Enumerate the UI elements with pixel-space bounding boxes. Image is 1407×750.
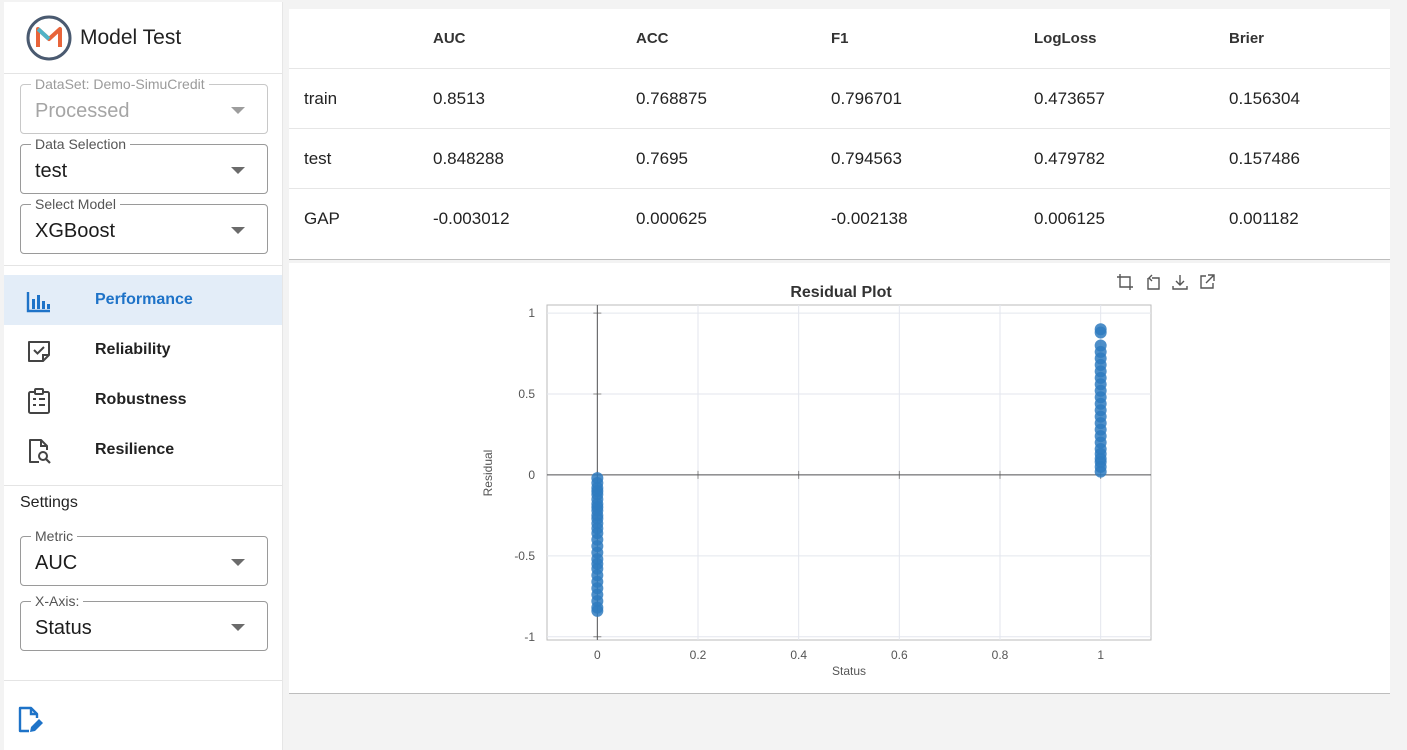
model-select[interactable]: Select Model XGBoost [20, 196, 268, 254]
plot-frame [546, 304, 1152, 641]
model-select-label: Select Model [31, 196, 120, 212]
y-tick-label: -0.5 [514, 549, 535, 563]
zoom-icon[interactable] [1116, 273, 1134, 291]
y-tick-label: -1 [524, 630, 535, 644]
table-cell: 0.848288 [433, 149, 504, 168]
nav-item-label: Reliability [95, 341, 171, 358]
table-row: test 0.848288 0.7695 0.794563 0.479782 0… [289, 129, 1390, 189]
y-axis-label: Residual [481, 450, 495, 497]
divider [4, 265, 282, 266]
y-tick-label: 1 [528, 306, 535, 320]
table-header-cell: Brier [1229, 30, 1265, 47]
metrics-table: AUC ACC F1 LogLoss Brier train 0.8513 0.… [289, 9, 1390, 260]
xaxis-select-value: Status [35, 617, 92, 639]
table-cell: 0.000625 [636, 209, 707, 228]
table-cell: train [304, 89, 338, 108]
table-header-cell: LogLoss [1034, 30, 1097, 47]
table-cell: 0.001182 [1229, 209, 1299, 228]
x-tick-label: 0.2 [690, 648, 707, 662]
data-selection-label: Data Selection [31, 136, 131, 152]
x-tick-label: 0.4 [790, 648, 807, 662]
table-cell: -0.003012 [433, 209, 510, 228]
sidebar: Model Test DataSet: Demo-SimuCredit Proc… [4, 2, 283, 750]
clipboard-list-icon [28, 388, 50, 414]
divider [4, 485, 282, 486]
app-logo-icon [26, 15, 72, 60]
divider [4, 680, 282, 681]
open-external-icon[interactable] [1198, 273, 1216, 291]
nav-item-label: Resilience [95, 441, 175, 458]
table-header-cell: AUC [433, 30, 466, 47]
data-selection-select[interactable]: Data Selection test [20, 136, 268, 194]
xaxis-select-label: X-Axis: [31, 593, 84, 609]
app-title: Model Test [80, 25, 182, 49]
scatter-point [1094, 323, 1107, 336]
table-header-row: AUC ACC F1 LogLoss Brier [289, 9, 1390, 69]
table-header-cell: F1 [831, 30, 849, 47]
table-cell: 0.473657 [1034, 89, 1105, 108]
table-row: train 0.8513 0.768875 0.796701 0.473657 … [289, 69, 1390, 129]
y-tick-label: 0.5 [518, 387, 535, 401]
table-cell: 0.768875 [636, 89, 707, 108]
metric-select[interactable]: Metric AUC [20, 528, 268, 586]
table-cell: test [304, 149, 332, 168]
settings-heading: Settings [20, 494, 78, 511]
chevron-down-icon[interactable] [231, 227, 245, 234]
dataset-select-label: DataSet: Demo-SimuCredit [31, 76, 209, 92]
brand-header: Model Test [4, 2, 282, 74]
download-icon[interactable] [1171, 273, 1189, 291]
nav-item-resilience[interactable]: Resilience [4, 425, 282, 475]
table-header-cell: ACC [636, 30, 669, 47]
x-tick-label: 1 [1097, 648, 1104, 662]
zoom-reset-icon[interactable] [1144, 273, 1162, 291]
scatter-point [591, 604, 604, 617]
nav-item-label: Robustness [95, 391, 187, 408]
nav-item-performance[interactable]: Performance [4, 275, 282, 325]
table-cell: 0.796701 [831, 89, 902, 108]
dataset-select: DataSet: Demo-SimuCredit Processed [20, 76, 268, 134]
table-cell: GAP [304, 209, 340, 228]
table-cell: 0.8513 [433, 89, 485, 108]
scatter-point [1094, 339, 1107, 352]
y-tick-label: 0 [528, 468, 535, 482]
residual-plot-panel: Residual Plot 0 0.2 0.4 0.6 0.8 1 1 0.5 0 -0.5 -1 … [289, 263, 1390, 694]
doc-search-icon [29, 439, 51, 464]
table-cell: 0.006125 [1034, 209, 1105, 228]
residual-plot-chart: Residual Plot 0 0.2 0.4 0.6 0.8 110.50-0.5-1 … [481, 284, 1152, 678]
metric-select-label: Metric [31, 528, 78, 544]
table-cell: -0.002138 [831, 209, 908, 228]
table-cell: 0.7695 [636, 149, 688, 168]
nav-item-robustness[interactable]: Robustness [4, 375, 282, 425]
table-row: GAP -0.003012 0.000625 -0.002138 0.00612… [289, 189, 1390, 249]
table-cell: 0.157486 [1229, 149, 1300, 168]
table-cell: 0.479782 [1034, 149, 1105, 168]
dataset-select-value: Processed [35, 100, 130, 122]
chevron-down-icon[interactable] [231, 167, 245, 174]
nav-item-label: Performance [95, 291, 193, 308]
xaxis-select[interactable]: X-Axis: Status [20, 593, 268, 651]
x-tick-label: 0.8 [992, 648, 1009, 662]
check-note-icon [28, 341, 50, 362]
metric-select-value: AUC [35, 552, 78, 574]
x-tick-label: 0.6 [891, 648, 908, 662]
bar-chart-icon [26, 292, 50, 313]
x-tick-label: 0 [594, 648, 601, 662]
edit-document-icon[interactable] [16, 705, 44, 735]
nav-item-reliability[interactable]: Reliability [4, 325, 282, 375]
model-select-value: XGBoost [35, 220, 116, 242]
chevron-down-icon[interactable] [231, 559, 245, 566]
x-axis-label: Status [832, 664, 866, 678]
table-cell: 0.156304 [1229, 89, 1300, 108]
chevron-down-icon [231, 107, 245, 114]
chart-title: Residual Plot [790, 284, 892, 301]
chevron-down-icon[interactable] [231, 624, 245, 631]
data-selection-value: test [35, 160, 68, 182]
table-cell: 0.794563 [831, 149, 902, 168]
